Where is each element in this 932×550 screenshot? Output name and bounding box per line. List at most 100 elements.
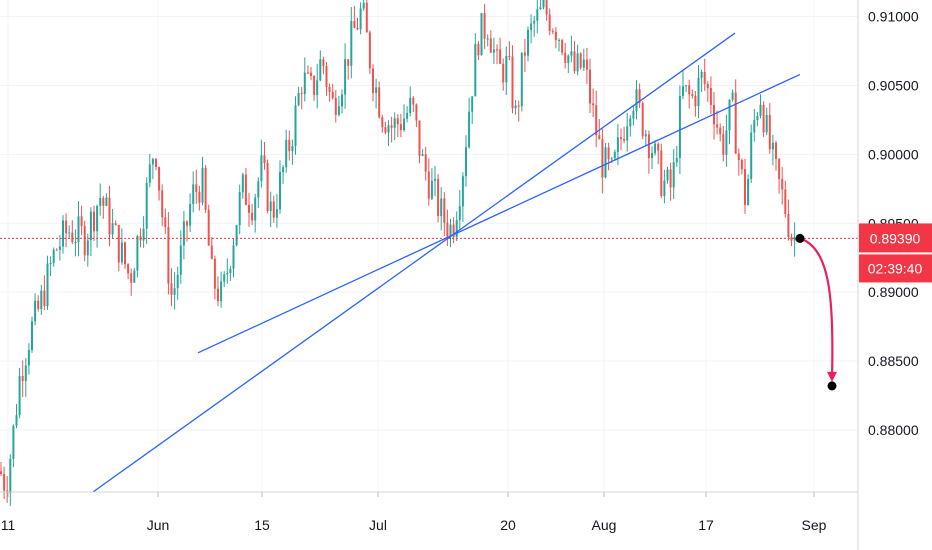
candle-body (58, 246, 61, 250)
projection-end-point[interactable] (827, 381, 837, 391)
candle-body (492, 49, 495, 53)
candle-body (356, 27, 359, 30)
candle-body (719, 127, 722, 135)
candle-body (375, 87, 378, 93)
candle-body (527, 29, 529, 56)
candle-body (257, 181, 260, 198)
candle-body (34, 300, 37, 322)
candle-body (452, 224, 455, 238)
candle-body (334, 97, 337, 115)
candle-body (393, 118, 396, 128)
candle-body (130, 273, 133, 283)
candle-body (319, 59, 322, 81)
candle-body (678, 95, 681, 159)
candle-body (316, 80, 319, 95)
candle-body (641, 103, 644, 137)
x-tick-label: Sep (802, 517, 827, 533)
x-tick-label: Jul (369, 517, 387, 533)
candle-body (266, 162, 269, 212)
candle-body (275, 209, 278, 218)
candle-body (468, 111, 471, 148)
candle-body (502, 63, 505, 83)
candle-body (644, 134, 647, 137)
projection-start-point[interactable] (795, 233, 805, 243)
candle-body (616, 137, 619, 152)
candle-body (461, 176, 464, 207)
candle-body (83, 226, 86, 256)
candle-body (384, 127, 387, 133)
candle-body (775, 142, 777, 159)
candle-body (564, 52, 567, 64)
candle-body (3, 473, 6, 491)
candle-body (55, 249, 58, 251)
candle-body (117, 225, 120, 263)
candle-body (458, 206, 461, 221)
candle-body (465, 147, 467, 177)
candle-body (151, 159, 154, 165)
candle-body (111, 223, 114, 235)
candle-body (778, 158, 781, 179)
candle-body (0, 471, 2, 474)
candle-body (325, 66, 328, 87)
candle-body (542, 0, 545, 8)
candle-body (629, 118, 632, 127)
candle-body (49, 263, 52, 265)
candle-body (9, 458, 12, 494)
trendline[interactable] (92, 32, 736, 493)
candle-body (300, 93, 303, 95)
candle-body (443, 198, 446, 223)
candle-body (765, 114, 768, 133)
candle-body (632, 110, 635, 119)
candle-body (694, 95, 697, 107)
candle-body (282, 167, 285, 173)
candle-body (399, 124, 402, 131)
countdown-tag (859, 254, 932, 283)
candle-body (685, 85, 688, 87)
candle-body (310, 72, 312, 76)
candle-body (235, 225, 238, 246)
candle-body (709, 87, 712, 105)
trendline[interactable] (197, 73, 801, 354)
candle-body (263, 155, 266, 163)
candle-body (595, 105, 598, 136)
candle-body (15, 415, 18, 426)
last-price-tag (859, 223, 932, 253)
candle-body (409, 97, 412, 114)
candle-body (539, 7, 542, 10)
candle-body (477, 43, 480, 56)
candle-body (254, 197, 257, 221)
candle-body (716, 124, 719, 128)
candle-body (359, 8, 362, 30)
candle-body (771, 142, 774, 150)
candle-body (756, 116, 759, 121)
candle-body (136, 236, 139, 271)
candle-body (158, 167, 161, 191)
candle-body (548, 14, 551, 32)
candle-body (589, 69, 591, 104)
candle-body (145, 182, 148, 229)
candle-body (523, 52, 526, 56)
candle-body (530, 23, 533, 30)
projection-arrow[interactable] (799, 237, 834, 378)
candle-body (421, 154, 424, 156)
candle-body (703, 71, 706, 84)
candle-body (508, 55, 511, 57)
candle-body (226, 273, 229, 275)
candle-body (120, 242, 123, 263)
candle-body (554, 31, 557, 41)
candle-body (474, 43, 477, 97)
candle-body (412, 97, 415, 105)
candle-body (691, 94, 694, 96)
x-tick-label: 20 (500, 517, 516, 533)
candle-body (635, 89, 638, 111)
candle-body (21, 375, 24, 382)
candle-body (682, 86, 684, 96)
candle-body (86, 240, 89, 256)
candle-body (790, 236, 793, 241)
candle-body (663, 180, 666, 197)
candle-body (604, 147, 607, 178)
candle-body (176, 274, 179, 289)
candle-body (244, 174, 247, 205)
candle-body (793, 237, 796, 241)
